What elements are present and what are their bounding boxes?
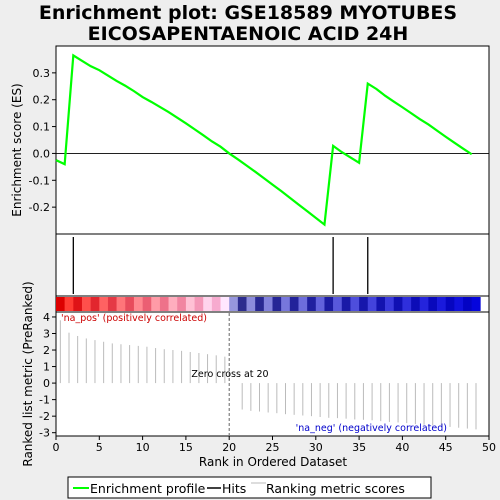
rank-bar-cell (229, 297, 239, 311)
metric-panel (55, 311, 490, 437)
rank-bar-cell (125, 297, 135, 311)
pos-correlated-label: 'na_pos' (positively correlated) (61, 313, 207, 324)
rank-bar-cell (56, 297, 65, 311)
enrichment-y-axis: 0.3 0.2 0.1 0.0 -0.1 -0.2 (29, 67, 489, 214)
rank-bar-cell (203, 297, 213, 311)
metric-y-tick-label: -2 (39, 410, 50, 423)
rank-bar-cell (272, 297, 282, 311)
rank-bar-cell (454, 297, 464, 311)
enrichment-curve (55, 53, 473, 227)
rank-bar-cell (298, 297, 308, 311)
rank-bar-cell (419, 297, 429, 311)
rank-bar-cell (255, 297, 265, 311)
rank-bar-cell (168, 297, 178, 311)
rank-bar-cell (350, 297, 360, 311)
rank-bar-cell (428, 297, 438, 311)
enrichment-y-tick-label: 0.2 (33, 94, 51, 107)
rank-bar-cell (99, 297, 109, 311)
rank-bar-cell (393, 297, 403, 311)
x-axis-label: Rank in Ordered Dataset (199, 455, 347, 469)
x-tick-label: 35 (352, 441, 366, 454)
enrichment-y-tick-label: 0.3 (33, 67, 51, 80)
rank-bar-cell (237, 297, 247, 311)
rank-bar-cell (289, 297, 299, 311)
rank-bar-cell (359, 297, 369, 311)
metric-y-tick-label: 0 (43, 377, 50, 390)
rank-bar-cell (246, 297, 256, 311)
enrichment-y-tick-label: -0.1 (29, 174, 50, 187)
metric-y-tick-label: -3 (39, 427, 50, 440)
legend-box (67, 476, 432, 499)
rank-bar-cell (315, 297, 325, 311)
rank-bar-cell (64, 297, 74, 311)
rank-color-bar (56, 297, 481, 311)
x-tick-label: 50 (482, 441, 496, 454)
rank-bar-cell (324, 297, 334, 311)
legend-label-metric: Ranking metric scores (266, 481, 405, 496)
rank-bar-cell (281, 297, 291, 311)
legend-label-enrichment: Enrichment profile (90, 481, 206, 496)
x-tick-label: 25 (266, 441, 280, 454)
rank-bar-cell (333, 297, 343, 311)
rank-bar-cell (107, 297, 117, 311)
rank-bar-cell (367, 297, 377, 311)
rank-bar-cell (151, 297, 161, 311)
rank-bar-cell (116, 297, 126, 311)
enrichment-y-tick-label: 0.0 (33, 147, 51, 160)
enrichment-y-axis-label: Enrichment score (ES) (10, 83, 24, 216)
rank-bar-cell (341, 297, 351, 311)
rank-bar-cell (307, 297, 317, 311)
rank-bar-cell (376, 297, 386, 311)
rank-bar-cell (185, 297, 195, 311)
hit-markers (72, 237, 369, 294)
rank-bar-cell (211, 297, 221, 311)
rank-bar-cell (133, 297, 143, 311)
neg-correlated-label: 'na_neg' (negatively correlated) (296, 423, 447, 434)
enrichment-y-tick-label: 0.1 (33, 121, 51, 134)
rank-bar-cell (194, 297, 204, 311)
x-tick-label: 30 (309, 441, 323, 454)
x-tick-label: 40 (395, 441, 409, 454)
rank-bar-cell (220, 297, 230, 311)
ranking-metric-bars (59, 313, 477, 435)
rank-bar-cell (463, 297, 472, 311)
enrichment-panel (55, 45, 490, 235)
rank-bar-cell (177, 297, 187, 311)
x-tick-label: 45 (439, 441, 453, 454)
metric-y-tick-label: 4 (43, 311, 50, 324)
x-tick-label: 0 (53, 441, 60, 454)
enrichment-profile (55, 53, 473, 227)
metric-y-tick-label: 3 (43, 327, 50, 340)
metric-y-tick-label: -1 (39, 394, 50, 407)
rank-bar-cell (142, 297, 152, 311)
metric-y-axis-label: Ranked list metric (PreRanked) (21, 281, 35, 466)
chart-title-line-1: Enrichment plot: GSE18589 MYOTUBES (39, 2, 457, 24)
rank-bar-cell (73, 297, 83, 311)
legend-label-hits: Hits (222, 481, 246, 496)
rank-bar-cell (81, 297, 91, 311)
metric-y-tick-label: 1 (43, 361, 50, 374)
rank-bar-cell (445, 297, 455, 311)
rank-bar-cell (263, 297, 273, 311)
x-axis: 0 5 10 15 20 25 30 35 40 45 50 (53, 436, 496, 454)
metric-y-axis: 4 3 2 1 0 -1 -2 -3 (39, 311, 56, 440)
rank-bar-cell (385, 297, 395, 311)
hits-panel (55, 233, 490, 297)
rank-bar-cell (159, 297, 169, 311)
rank-bar-cell (402, 297, 412, 311)
rank-bar-cell (90, 297, 100, 311)
legend: Enrichment profile Hits Ranking metric s… (67, 476, 432, 499)
metric-y-tick-label: 2 (43, 344, 50, 357)
x-tick-label: 5 (96, 441, 103, 454)
chart-title-line-2: EICOSAPENTAENOIC ACID 24H (88, 23, 409, 45)
x-tick-label: 20 (222, 441, 236, 454)
rank-bar-cell (411, 297, 421, 311)
enrichment-y-tick-label: -0.2 (29, 201, 50, 214)
rank-bar-cell (471, 297, 481, 311)
x-tick-label: 10 (136, 441, 150, 454)
rank-bar-cell (437, 297, 446, 311)
zero-cross-label: Zero cross at 20 (191, 369, 268, 380)
x-tick-label: 15 (179, 441, 193, 454)
